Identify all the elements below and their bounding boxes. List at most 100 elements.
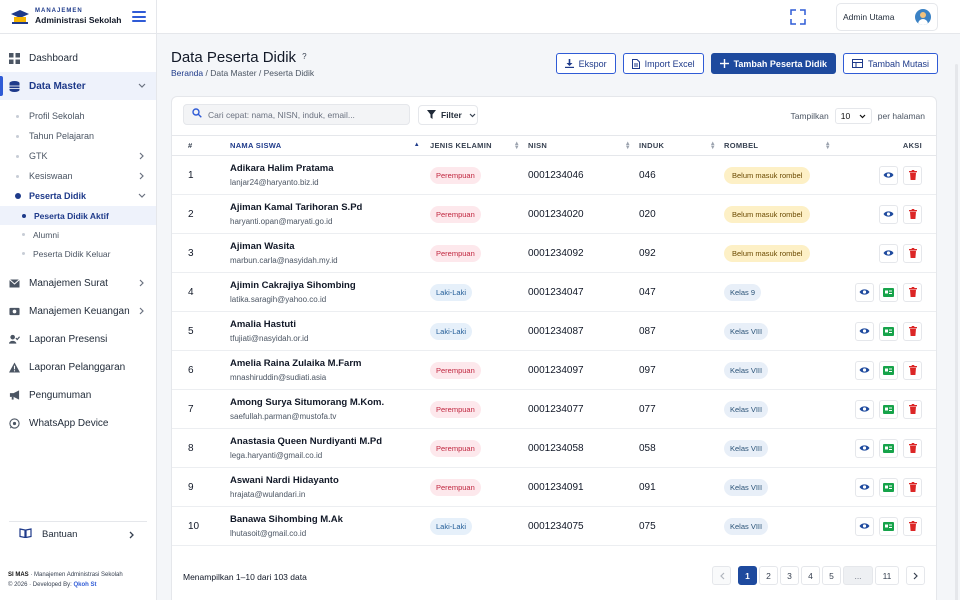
student-name[interactable]: Ajimin Cakrajiya Sihombing bbox=[230, 280, 356, 291]
delete-button[interactable] bbox=[903, 477, 922, 497]
fullscreen-icon[interactable] bbox=[788, 7, 808, 27]
gender-cell: Perempuan bbox=[430, 155, 528, 195]
breadcrumb-data-master[interactable]: Data Master bbox=[210, 68, 257, 78]
delete-button[interactable] bbox=[903, 321, 922, 341]
delete-button[interactable] bbox=[903, 243, 922, 263]
student-name[interactable]: Banawa Sihombing M.Ak bbox=[230, 514, 343, 525]
sidebar-sub-alumni[interactable]: Alumni bbox=[0, 225, 156, 244]
student-card-button[interactable] bbox=[879, 477, 898, 497]
actions-cell bbox=[841, 389, 936, 429]
scrollbar[interactable] bbox=[955, 64, 958, 600]
student-name[interactable]: Amalia Hastuti bbox=[230, 319, 296, 330]
filter-button[interactable]: Filter bbox=[418, 105, 478, 125]
student-card-button[interactable] bbox=[879, 399, 898, 419]
sidebar-sub-kesiswaan[interactable]: Kesiswaan bbox=[0, 166, 156, 186]
table-row: 8 Anastasia Queen Nurdiyanti M.Pd lega.har… bbox=[172, 428, 936, 468]
view-button[interactable] bbox=[855, 321, 874, 341]
student-name[interactable]: Aswani Nardi Hidayanto bbox=[230, 475, 339, 486]
student-cell: Amelia Raina Zulaika M.Farm mnashiruddin@… bbox=[230, 350, 430, 390]
sidebar-item-dashboard[interactable]: Dashboard bbox=[0, 44, 156, 72]
view-button[interactable] bbox=[879, 204, 898, 224]
delete-button[interactable] bbox=[903, 282, 922, 302]
student-card-button[interactable] bbox=[879, 438, 898, 458]
trash-icon bbox=[908, 365, 917, 375]
search-input[interactable] bbox=[208, 109, 398, 120]
help-icon[interactable]: ? bbox=[302, 52, 307, 61]
sidebar-sub-gtk[interactable]: GTK bbox=[0, 146, 156, 166]
download-icon bbox=[564, 59, 574, 68]
view-button[interactable] bbox=[879, 243, 898, 263]
next-page-button[interactable] bbox=[906, 566, 925, 585]
view-button[interactable] bbox=[879, 165, 898, 185]
sidebar-sub-tahun-pelajaran[interactable]: Tahun Pelajaran bbox=[0, 126, 156, 146]
footer-developer-link[interactable]: Qkoh St bbox=[73, 582, 97, 588]
student-email: latika.saragih@yahoo.co.id bbox=[230, 295, 327, 304]
menu-toggle-icon[interactable] bbox=[132, 11, 146, 22]
col-rombel[interactable]: ROMBEL ▲ ▼ bbox=[724, 135, 841, 156]
rombel-badge: Belum masuk rombel bbox=[724, 166, 811, 184]
sidebar-sub-peserta-didik-keluar[interactable]: Peserta Didik Keluar bbox=[0, 244, 156, 263]
page-3-button[interactable]: 3 bbox=[780, 566, 799, 585]
sidebar-sub-peserta-didik[interactable]: Peserta Didik bbox=[0, 186, 156, 206]
chevron-down-icon bbox=[469, 110, 476, 120]
gender-badge: Perempuan bbox=[430, 205, 481, 223]
student-name[interactable]: Among Surya Situmorang M.Kom. bbox=[230, 397, 385, 408]
student-name[interactable]: Ajiman Wasita bbox=[230, 241, 295, 252]
delete-button[interactable] bbox=[903, 399, 922, 419]
page-11-button[interactable]: 11 bbox=[875, 566, 899, 585]
user-menu[interactable]: Admin Utama bbox=[836, 2, 938, 31]
col-induk[interactable]: INDUK ▲ ▼ bbox=[639, 135, 724, 156]
delete-button[interactable] bbox=[903, 204, 922, 224]
view-button[interactable] bbox=[855, 438, 874, 458]
student-card-button[interactable] bbox=[879, 282, 898, 302]
sidebar-item-manajemen-surat[interactable]: Manajemen Surat bbox=[0, 269, 156, 297]
col-name[interactable]: NAMA SISWA ▲ bbox=[230, 135, 430, 156]
student-name[interactable]: Anastasia Queen Nurdiyanti M.Pd bbox=[230, 436, 383, 447]
prev-page-button[interactable] bbox=[712, 566, 731, 585]
sidebar-item-label: Dashboard bbox=[29, 52, 78, 64]
student-card-button[interactable] bbox=[879, 516, 898, 536]
view-button[interactable] bbox=[855, 399, 874, 419]
brand-subtitle: MANAJEMEN bbox=[35, 8, 83, 14]
actions-cell bbox=[841, 428, 936, 468]
breadcrumb-beranda[interactable]: Beranda bbox=[171, 68, 204, 78]
help-button[interactable]: Bantuan bbox=[9, 521, 147, 547]
sidebar-item-label: Manajemen Keuangan bbox=[29, 305, 130, 317]
sidebar-item-laporan-presensi[interactable]: Laporan Presensi bbox=[0, 325, 156, 353]
col-nisn[interactable]: NISN ▲ ▼ bbox=[528, 135, 639, 156]
delete-button[interactable] bbox=[903, 360, 922, 380]
student-name[interactable]: Ajiman Kamal Tarihoran S.Pd bbox=[230, 202, 363, 213]
sidebar-item-data-master[interactable]: Data Master bbox=[0, 72, 156, 100]
page-1-button[interactable]: 1 bbox=[738, 566, 757, 585]
page-4-button[interactable]: 4 bbox=[801, 566, 820, 585]
import-excel-button[interactable]: Import Excel bbox=[622, 53, 704, 74]
delete-button[interactable] bbox=[903, 165, 922, 185]
per-page-select[interactable]: 10 bbox=[834, 108, 872, 124]
view-button[interactable] bbox=[855, 516, 874, 536]
rombel-cell: Kelas VIII bbox=[724, 428, 841, 468]
student-name[interactable]: Amelia Raina Zulaika M.Farm bbox=[230, 358, 362, 369]
delete-button[interactable] bbox=[903, 438, 922, 458]
student-card-button[interactable] bbox=[879, 360, 898, 380]
gender-cell: Laki-Laki bbox=[430, 272, 528, 312]
view-button[interactable] bbox=[855, 477, 874, 497]
export-button[interactable]: Ekspor bbox=[555, 53, 616, 74]
sidebar-item-whatsapp-device[interactable]: WhatsApp Device bbox=[0, 409, 156, 437]
delete-button[interactable] bbox=[903, 516, 922, 536]
student-card-button[interactable] bbox=[879, 321, 898, 341]
col-gender[interactable]: JENIS KELAMIN ▲ ▼ bbox=[430, 135, 528, 156]
sidebar-sub-peserta-didik-aktif[interactable]: Peserta Didik Aktif bbox=[0, 206, 156, 225]
student-name[interactable]: Adikara Halim Pratama bbox=[230, 163, 334, 174]
view-button[interactable] bbox=[855, 282, 874, 302]
eye-icon bbox=[859, 444, 870, 452]
col-name-label: NAMA SISWA bbox=[230, 141, 282, 150]
page-5-button[interactable]: 5 bbox=[822, 566, 841, 585]
sidebar-item-manajemen-keuangan[interactable]: Manajemen Keuangan bbox=[0, 297, 156, 325]
page-2-button[interactable]: 2 bbox=[759, 566, 778, 585]
sidebar-item-pengumuman[interactable]: Pengumuman bbox=[0, 381, 156, 409]
sidebar-item-laporan-pelanggaran[interactable]: Laporan Pelanggaran bbox=[0, 353, 156, 381]
sidebar-sub-profil-sekolah[interactable]: Profil Sekolah bbox=[0, 106, 156, 126]
add-mutasi-button[interactable]: Tambah Mutasi bbox=[842, 53, 938, 74]
add-student-button[interactable]: Tambah Peserta Didik bbox=[710, 53, 836, 74]
view-button[interactable] bbox=[855, 360, 874, 380]
